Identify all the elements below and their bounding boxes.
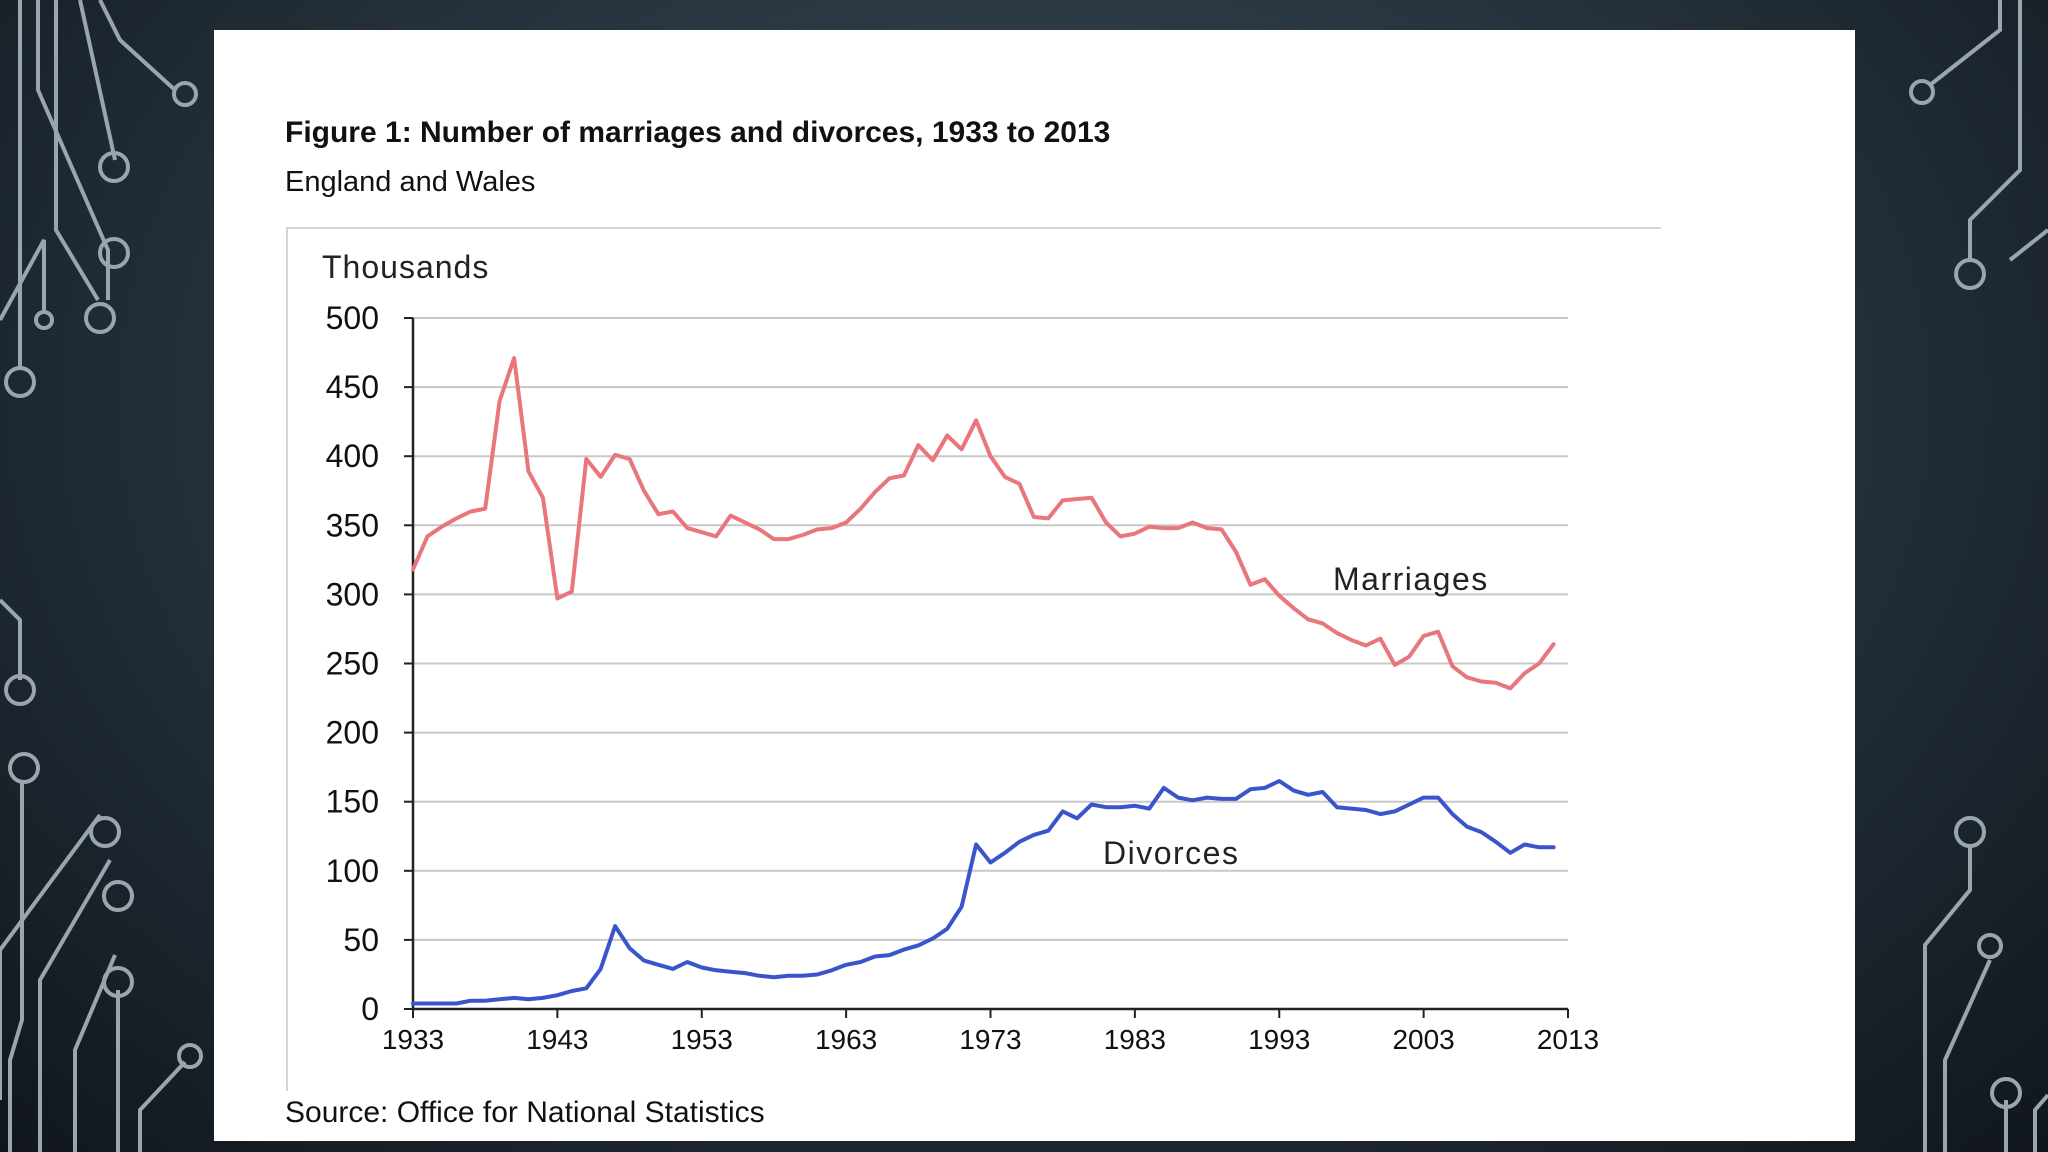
figure-subtitle: England and Wales [285,166,536,198]
chart-frame: 0 50 100 150 200 250 300 350 400 450 500 1933 1943 19… [286,227,1661,1091]
x-tick-label: 1983 [1104,1024,1166,1055]
y-axis-label: Thousands [322,249,489,285]
y-tick-label: 400 [326,438,379,474]
divorces-line [411,779,1556,1006]
x-tick-label: 1993 [1248,1024,1310,1055]
x-tick-label: 2013 [1537,1024,1599,1055]
source-note: Source: Office for National Statistics [285,1096,765,1129]
divorces-annotation: Divorces [1103,835,1239,871]
y-tick-label: 250 [326,646,379,682]
x-tick-label: 2003 [1392,1024,1454,1055]
y-tick-label: 200 [326,715,379,751]
gridlines [413,317,1568,941]
y-tick-label: 350 [326,507,379,543]
circuit-nodes-right [1909,79,2022,1109]
y-tick-label: 450 [326,369,379,405]
marriages-line [411,356,1556,691]
figure-title: Figure 1: Number of marriages and divorc… [285,116,1111,149]
line-chart: 0 50 100 150 200 250 300 350 400 450 500 1933 1943 19… [322,249,1599,1055]
x-tick-label: 1943 [526,1024,588,1055]
x-tick-label: 1933 [382,1024,444,1055]
x-tick-label: 1953 [671,1024,733,1055]
y-tick-label: 300 [326,576,379,612]
y-tick-label: 0 [361,991,379,1027]
circuit-lines-right [1923,0,2048,1152]
x-tick-label: 1963 [815,1024,877,1055]
circuit-nodes-left [4,81,203,1069]
marriages-annotation: Marriages [1333,561,1489,597]
axes [404,317,1569,1018]
slide-panel: Figure 1: Number of marriages and divorc… [214,30,1855,1141]
x-tick-label: 1973 [959,1024,1021,1055]
series-lines [411,356,1556,1006]
y-tick-label: 50 [343,922,379,958]
y-tick-label: 100 [326,853,379,889]
chart-labels: 0 50 100 150 200 250 300 350 400 450 500 1933 1943 19… [322,249,1599,1055]
circuit-lines-left [0,0,187,1152]
y-tick-label: 150 [326,784,379,820]
y-tick-label: 500 [326,300,379,336]
